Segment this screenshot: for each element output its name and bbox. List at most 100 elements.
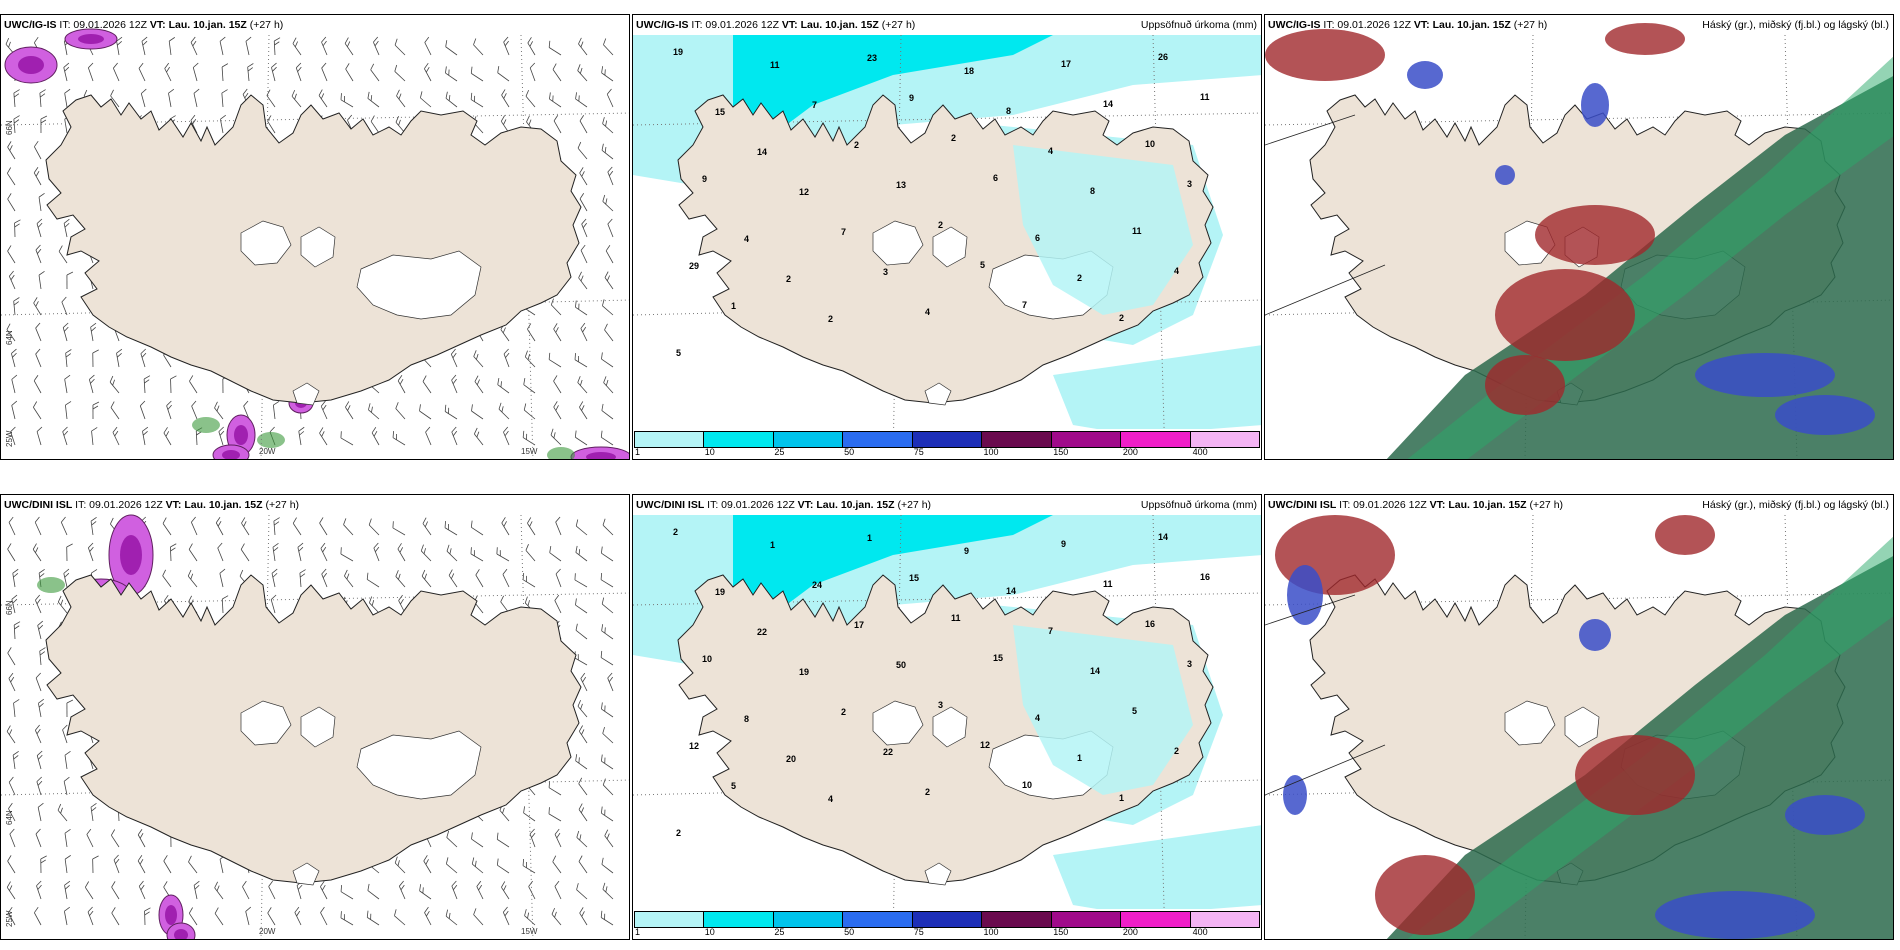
glacier-2 <box>356 730 482 800</box>
colorbar-swatch <box>1051 912 1122 927</box>
wind-barb <box>63 62 70 82</box>
precip-value: 6 <box>1035 233 1040 243</box>
precip-value: 2 <box>854 140 859 150</box>
mid-cloud <box>1287 565 1323 625</box>
wind-barb <box>419 91 432 108</box>
wind-barb <box>6 725 16 744</box>
wind-barb <box>371 427 380 446</box>
colorbar-swatches <box>634 911 1260 928</box>
wind-barb <box>424 62 432 82</box>
wind-barb <box>109 375 120 394</box>
glacier-1 <box>1564 706 1600 748</box>
wind-barb <box>64 750 71 770</box>
precip-field-heavy <box>733 35 1053 135</box>
glacier-0 <box>1504 700 1556 746</box>
wind-barb <box>193 88 200 108</box>
wind-barb <box>549 92 562 108</box>
wind-barb <box>192 62 199 82</box>
wind-barb <box>553 401 562 420</box>
wind-barb <box>553 115 562 134</box>
wind-barb <box>474 427 484 446</box>
colorbar-label: 50 <box>844 927 855 937</box>
wind-barb <box>13 699 20 718</box>
wind-barb <box>575 754 588 770</box>
wind-barb <box>523 403 536 420</box>
wind-barb <box>395 402 406 420</box>
panel-header: UWC/IG-IS IT: 09.01.2026 12Z VT: Lau. 10… <box>633 15 1261 35</box>
wind-barb <box>601 143 614 160</box>
wind-barb <box>116 348 123 368</box>
wind-barb <box>580 244 588 264</box>
glacier-1 <box>300 226 336 268</box>
wind-barb <box>10 426 16 446</box>
wind-barb <box>497 378 510 394</box>
colorbar-swatch <box>843 912 913 927</box>
precip-value: 20 <box>786 754 796 764</box>
wind-barb <box>219 568 226 588</box>
wind-barb <box>602 882 614 900</box>
wind-barb <box>392 521 406 536</box>
wind-barb <box>66 543 73 562</box>
wind-barb <box>502 568 510 588</box>
wind-barb <box>554 880 562 900</box>
wind-barb <box>471 832 484 848</box>
map-canvas <box>1 28 629 459</box>
colorbar-swatch <box>704 912 774 927</box>
precip-value: 50 <box>896 660 906 670</box>
panel-title: Háský (gr.), miðský (fj.bl.) og lágský (… <box>1702 19 1889 31</box>
wind-barb <box>550 428 562 446</box>
precip-value: 4 <box>1174 266 1179 276</box>
lead-time: (+27 h) <box>265 499 300 511</box>
wind-barb <box>421 569 432 588</box>
precip-value: 11 <box>770 60 780 70</box>
precip-value: 10 <box>702 654 712 664</box>
precip-value: 14 <box>1090 666 1100 676</box>
wind-barb <box>189 375 198 394</box>
precip-value: 19 <box>715 587 725 597</box>
colorbar-label: 75 <box>913 927 924 937</box>
wind-barb <box>87 906 94 926</box>
wind-barb <box>473 908 484 926</box>
wind-barb <box>137 855 146 874</box>
wind-barb <box>575 623 588 640</box>
model-name: UWC/DINI ISL <box>4 499 73 511</box>
precip-value: 4 <box>744 234 749 244</box>
glacier-1 <box>932 706 968 748</box>
precip-value: 2 <box>673 527 678 537</box>
panel-title: Uppsöfnuð úrkoma (mm) <box>1140 19 1257 31</box>
wind-barb <box>340 93 354 108</box>
valid-time: VT: Lau. 10.jan. 15Z <box>797 499 895 511</box>
wind-barb <box>63 568 70 588</box>
colorbar-label: 150 <box>1053 927 1069 937</box>
wind-barb <box>292 517 302 536</box>
precip-value: 1 <box>770 540 775 550</box>
wind-barb <box>90 517 97 536</box>
wind-barb <box>606 88 614 108</box>
wind-barb <box>392 430 406 446</box>
colorbar-label: 200 <box>1122 927 1138 937</box>
wind-barb <box>522 858 536 874</box>
wind-barb <box>373 36 380 56</box>
wind-barb <box>600 650 614 666</box>
wind-barb <box>524 909 536 926</box>
mid-cloud <box>1283 775 1307 815</box>
colorbar-label: 150 <box>1053 447 1069 457</box>
low-cloud <box>1495 269 1635 361</box>
wind-barb <box>63 218 70 238</box>
wind-barb <box>291 89 302 108</box>
wind-barb <box>36 750 43 770</box>
wind-barb <box>13 297 20 316</box>
wind-barb <box>579 167 588 186</box>
wind-barb <box>267 907 276 926</box>
init-time: IT: 09.01.2026 12Z <box>1339 499 1427 511</box>
wind-barb <box>445 857 458 874</box>
wind-barb <box>422 375 432 394</box>
precip-value: 4 <box>925 307 930 317</box>
precip-value: 9 <box>909 93 914 103</box>
colorbar-label: 200 <box>1122 447 1138 457</box>
wind-barb <box>448 569 458 588</box>
wind-barb <box>39 647 46 666</box>
wind-barb <box>193 880 200 900</box>
wind-barb <box>445 66 458 82</box>
lat-label: 64N <box>5 810 14 825</box>
